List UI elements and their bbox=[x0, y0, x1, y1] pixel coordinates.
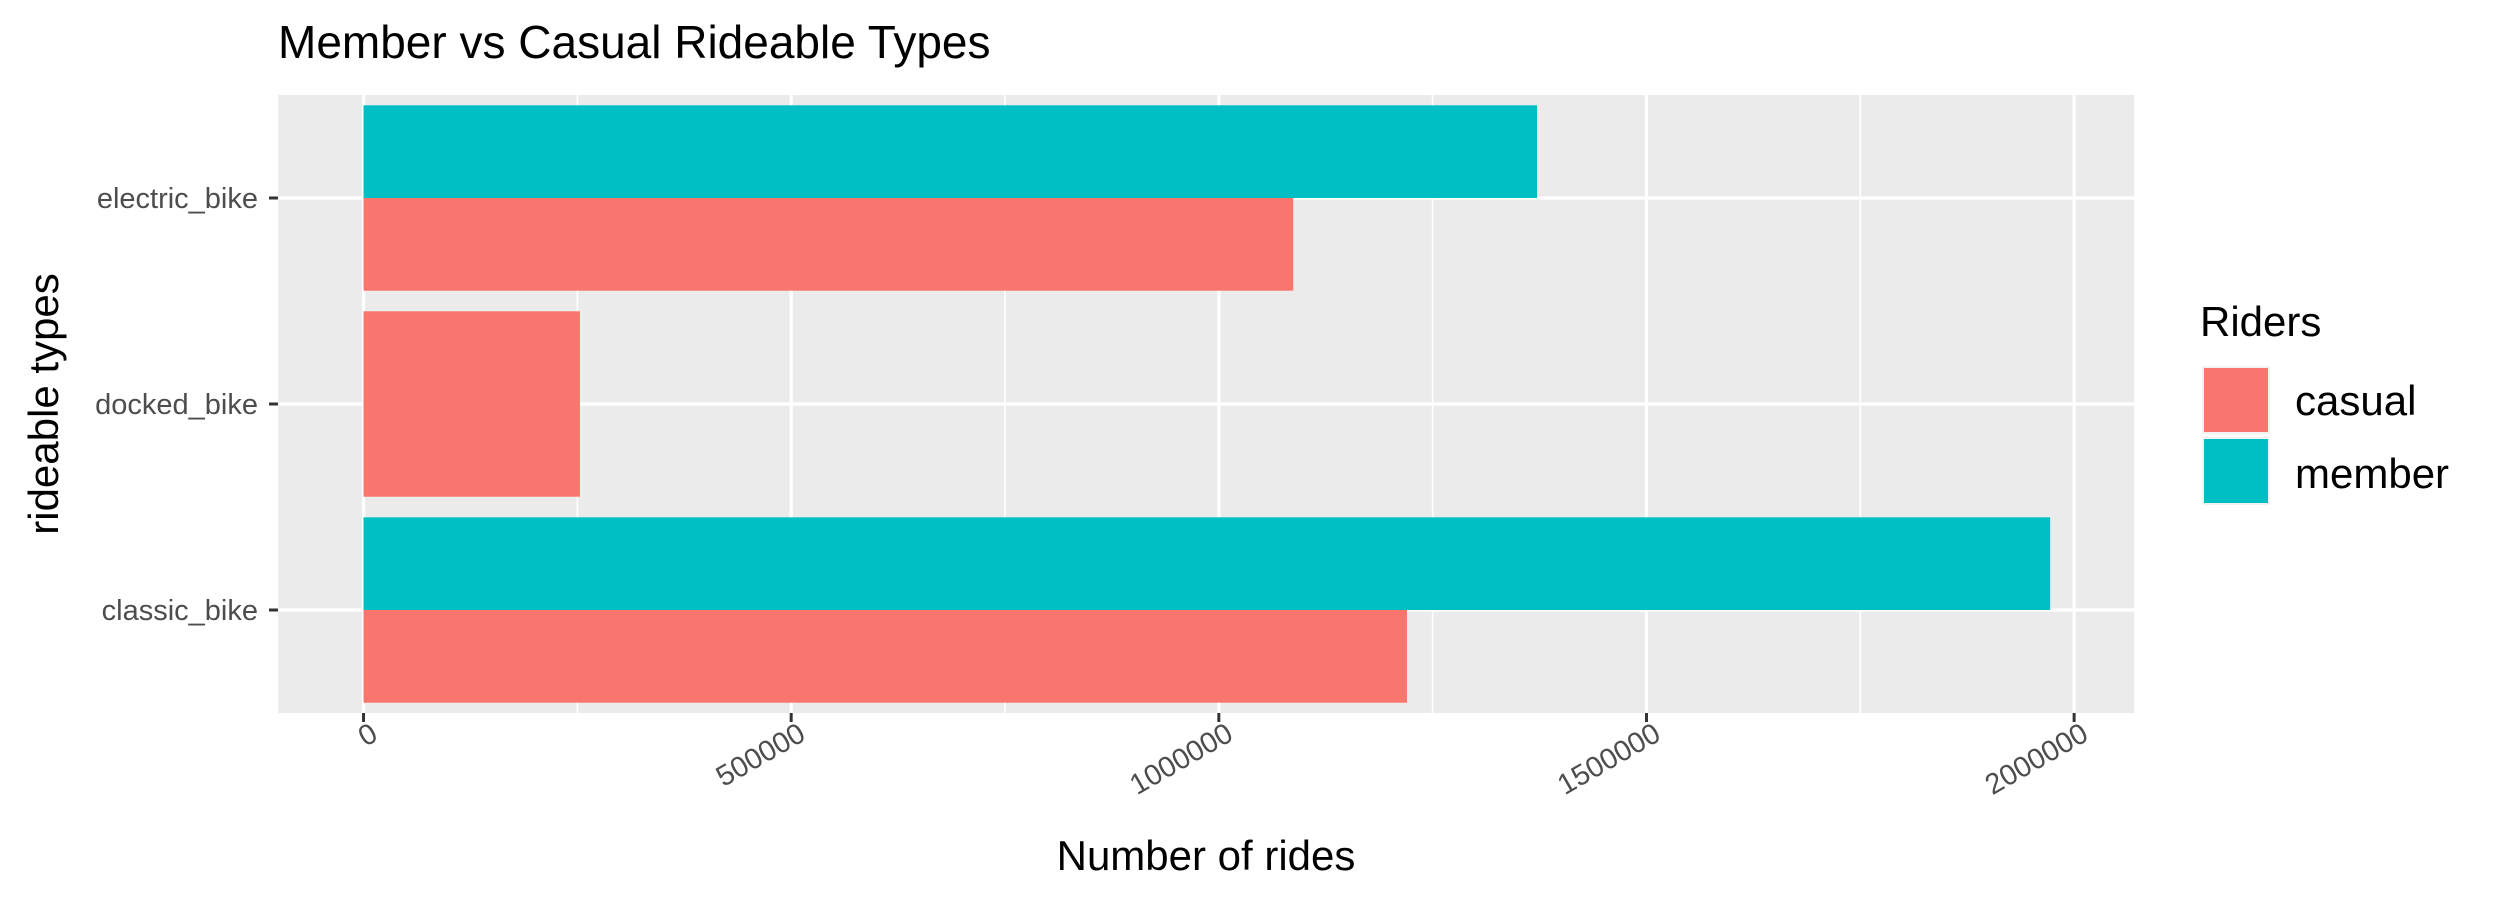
y-tick-label: docked_bike bbox=[95, 389, 258, 421]
bar-casual-classic_bike bbox=[363, 610, 1407, 703]
y-axis: electric_bike docked_bike classic_bike bbox=[95, 183, 278, 627]
legend-label-casual: casual bbox=[2295, 377, 2416, 424]
bar-member-classic_bike bbox=[363, 517, 2051, 610]
x-tick-label: 2000000 bbox=[1980, 717, 2094, 801]
bar-casual-docked_bike bbox=[363, 311, 580, 497]
legend-label-member: member bbox=[2295, 450, 2449, 497]
chart-title: Member vs Casual Rideable Types bbox=[278, 16, 990, 68]
y-tick-label: electric_bike bbox=[97, 183, 258, 215]
x-tick-label: 1500000 bbox=[1552, 717, 1666, 801]
legend: Riders casual member bbox=[2200, 298, 2449, 505]
bars bbox=[363, 105, 2051, 703]
x-tick-label: 0 bbox=[353, 717, 383, 753]
x-tick-label: 500000 bbox=[711, 717, 811, 793]
bar-casual-electric_bike bbox=[363, 198, 1294, 291]
x-axis: 0 500000 1000000 1500000 2000000 bbox=[353, 713, 2094, 802]
x-tick-label: 1000000 bbox=[1125, 717, 1239, 801]
legend-swatch-member bbox=[2204, 439, 2268, 503]
x-axis-title: Number of rides bbox=[1057, 832, 1356, 879]
bar-member-electric_bike bbox=[363, 105, 1538, 198]
legend-swatch-casual bbox=[2204, 368, 2268, 432]
y-axis-title: rideable types bbox=[20, 273, 67, 535]
legend-title: Riders bbox=[2200, 298, 2321, 345]
y-tick-label: classic_bike bbox=[102, 595, 258, 627]
